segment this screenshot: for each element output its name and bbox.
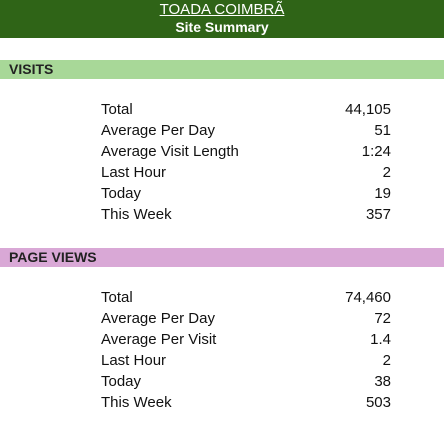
page-views-row-today: Today 38 [101,371,391,392]
stat-value: 44,105 [345,101,391,118]
stat-label: Total [101,289,133,306]
page-subtitle: Site Summary [175,19,269,35]
page-views-row-average-per-day: Average Per Day 72 [101,308,391,329]
page-views-row-total: Total 74,460 [101,287,391,308]
stat-label: Last Hour [101,164,167,181]
page-views-section-header: PAGE VIEWS [0,248,444,267]
stat-label: This Week [101,206,172,223]
stat-label: Average Visit Length [101,143,239,160]
stat-value: 1:24 [361,143,391,160]
page-views-stats-list: Total 74,460 Average Per Day 72 Average … [101,287,391,413]
stat-value: 38 [374,373,391,390]
site-title-link[interactable]: TOADA COIMBRÃ [159,1,285,18]
visits-row-last-hour: Last Hour 2 [101,162,391,183]
visits-row-this-week: This Week 357 [101,204,391,225]
visits-stats-list: Total 44,105 Average Per Day 51 Average … [101,99,391,225]
stat-label: Last Hour [101,352,167,369]
stat-label: Average Per Day [101,310,215,327]
stat-value: 2 [382,352,391,369]
stat-label: This Week [101,394,172,411]
page-views-row-this-week: This Week 503 [101,392,391,413]
stat-label: Today [101,185,142,202]
visits-row-average-visit-length: Average Visit Length 1:24 [101,141,391,162]
site-header: TOADA COIMBRÃ Site Summary [0,0,444,38]
stat-value: 357 [365,206,391,223]
stat-value: 51 [374,122,391,139]
stat-label: Total [101,101,133,118]
stat-value: 19 [374,185,391,202]
stat-value: 2 [382,164,391,181]
page-views-row-average-per-visit: Average Per Visit 1.4 [101,329,391,350]
stat-label: Average Per Day [101,122,215,139]
stat-label: Today [101,373,142,390]
stat-value: 503 [365,394,391,411]
stat-value: 72 [374,310,391,327]
visits-row-average-per-day: Average Per Day 51 [101,120,391,141]
visits-row-total: Total 44,105 [101,99,391,120]
page-views-row-last-hour: Last Hour 2 [101,350,391,371]
visits-section-header: VISITS [0,60,444,79]
visits-row-today: Today 19 [101,183,391,204]
stat-value: 74,460 [345,289,391,306]
stat-label: Average Per Visit [101,331,217,348]
stat-value: 1.4 [370,331,391,348]
